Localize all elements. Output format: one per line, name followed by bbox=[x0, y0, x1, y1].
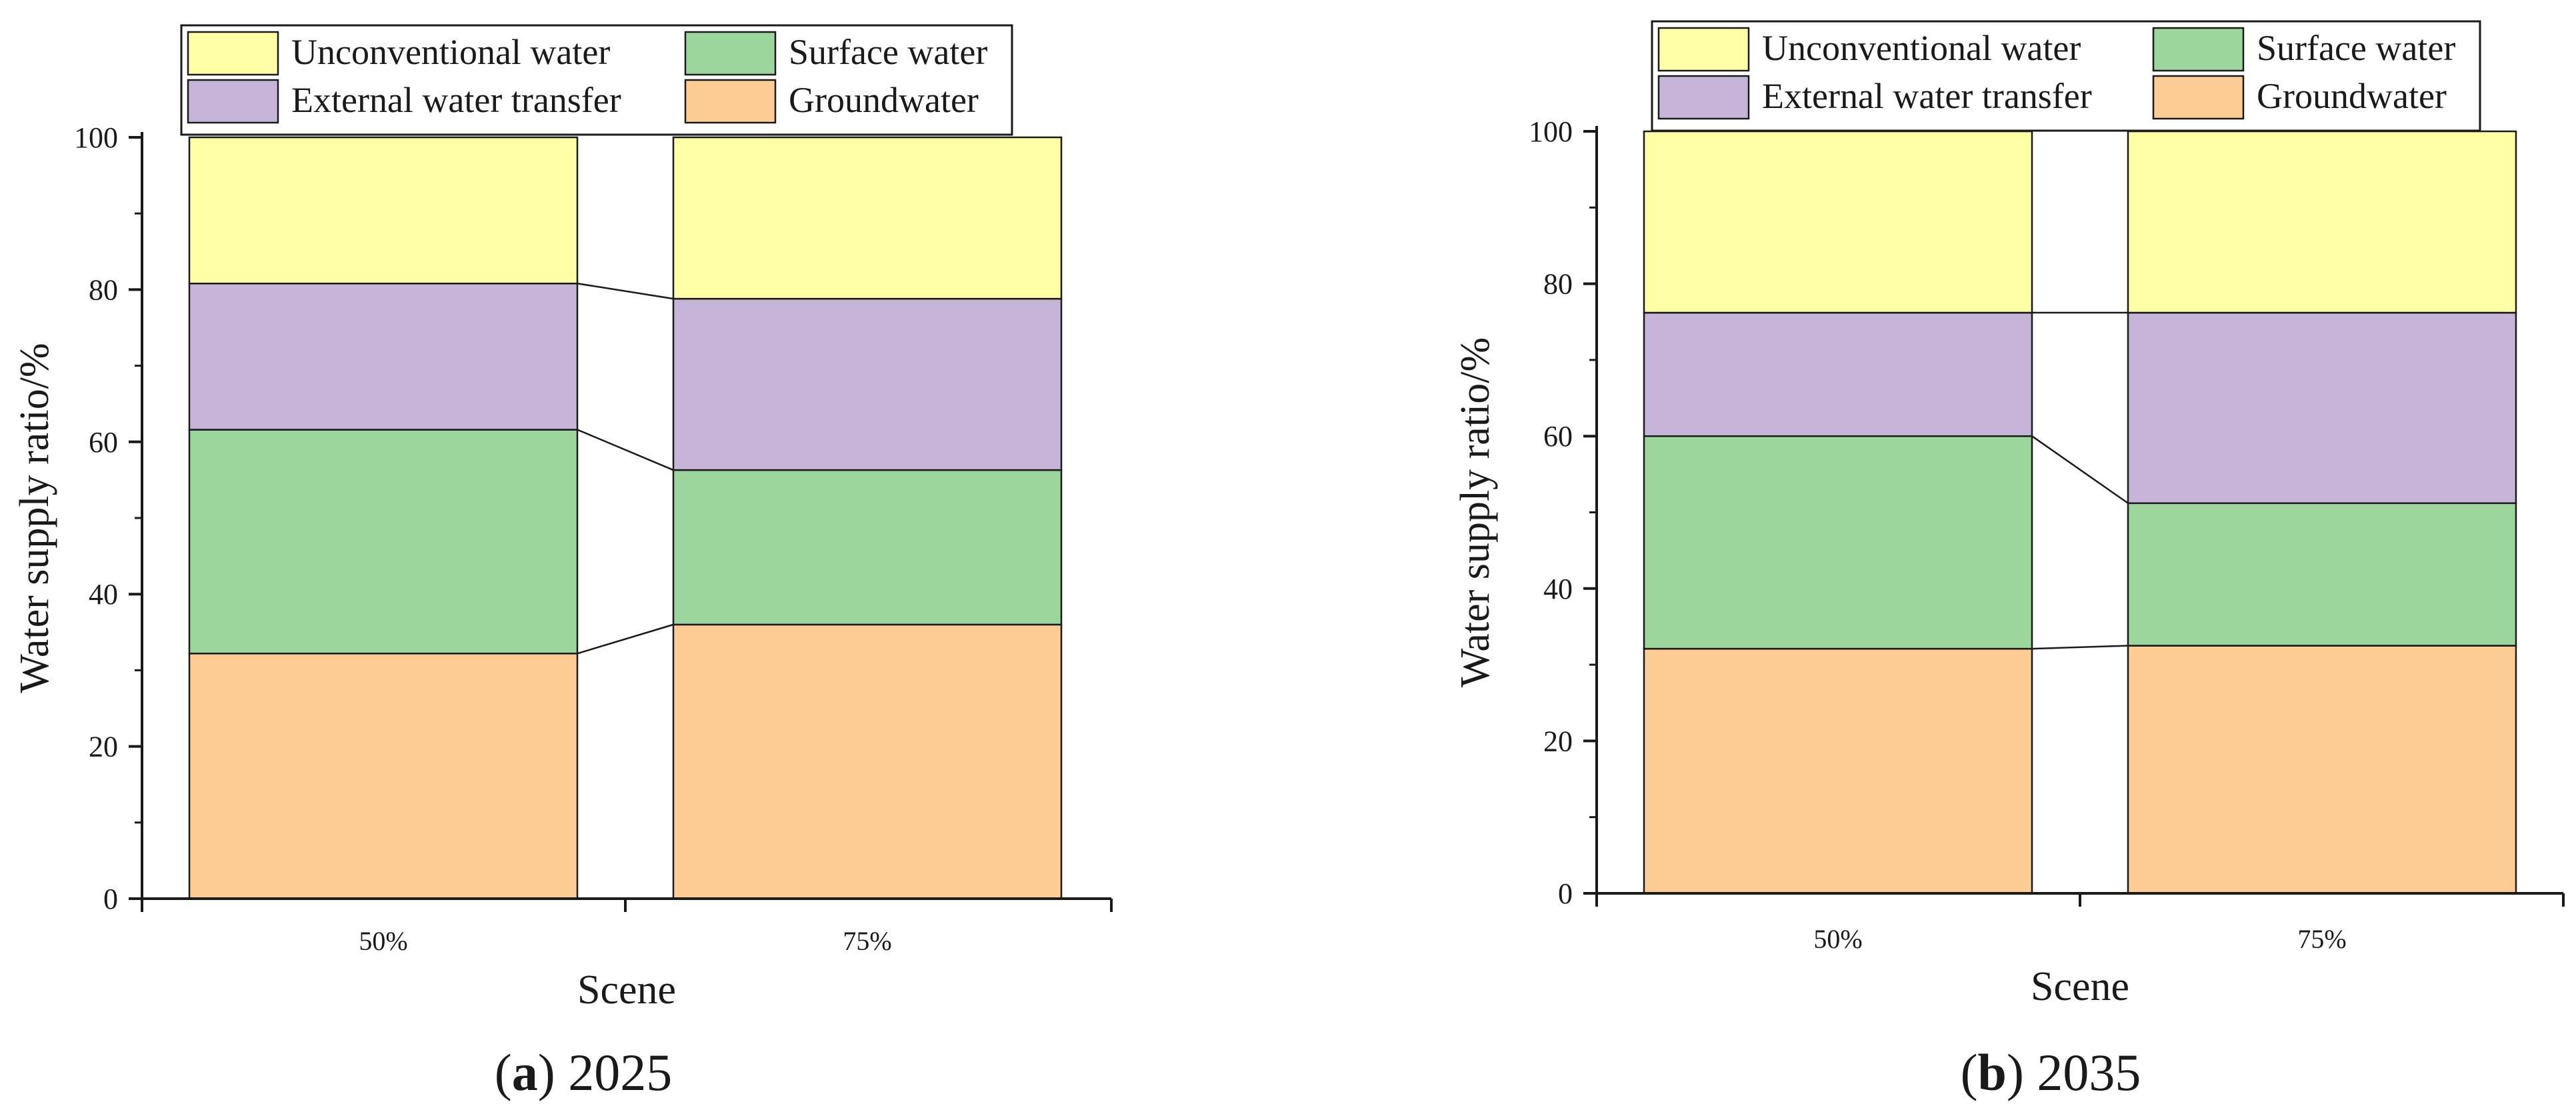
y-tick-label: 80 bbox=[1543, 268, 1573, 301]
panel-2035: Unconventional water Surface water Externa… bbox=[1453, 20, 2565, 1101]
y-tick-label: 100 bbox=[74, 121, 118, 154]
legend-frame bbox=[1651, 20, 2481, 132]
y-tick-label: 40 bbox=[1543, 573, 1573, 605]
x-tick-label: 75% bbox=[2297, 924, 2346, 954]
y-tick-label: 0 bbox=[103, 883, 118, 915]
legend: Unconventional water Surface water Externa… bbox=[1651, 20, 2481, 132]
y-tick-label: 100 bbox=[1529, 115, 1573, 148]
x-tick-label: 50% bbox=[1813, 924, 1862, 954]
bar-segment bbox=[672, 469, 1063, 626]
y-axis-title: Water supply ratio/% bbox=[12, 343, 57, 693]
caption-year: 2025 bbox=[568, 1043, 672, 1101]
legend-label: External water transfer bbox=[291, 80, 621, 120]
connector-line bbox=[577, 429, 674, 471]
legend-label: External water transfer bbox=[1762, 76, 2092, 116]
bar-segment bbox=[188, 653, 579, 900]
bar-segment bbox=[188, 283, 579, 431]
legend-label: Groundwater bbox=[2257, 76, 2447, 116]
legend-label: Surface water bbox=[2257, 28, 2455, 68]
bar-segment bbox=[672, 136, 1063, 300]
bar-segment bbox=[672, 623, 1063, 900]
legend-swatch bbox=[187, 79, 279, 124]
caption-year: 2035 bbox=[2037, 1043, 2141, 1101]
bar-segment bbox=[188, 136, 579, 285]
bar-segment bbox=[1643, 435, 2033, 650]
bar-segment bbox=[2127, 645, 2517, 895]
x-tick-label: 75% bbox=[843, 926, 891, 956]
y-tick-label: 20 bbox=[1543, 725, 1573, 757]
caption: (a) 2025 bbox=[495, 1043, 672, 1101]
legend-swatch bbox=[684, 79, 777, 124]
legend-swatch bbox=[187, 31, 279, 76]
legend-frame bbox=[180, 24, 1013, 136]
bar-segment bbox=[2127, 130, 2517, 314]
legend: Unconventional water Surface water Externa… bbox=[180, 24, 1013, 136]
y-tick-label: 60 bbox=[1543, 420, 1573, 453]
x-axis-title: Scene bbox=[577, 967, 676, 1013]
bar-segment bbox=[1643, 130, 2033, 314]
legend-swatch bbox=[684, 31, 777, 76]
legend-swatch bbox=[1657, 27, 1750, 72]
legend-swatch bbox=[2152, 75, 2245, 120]
connector-line bbox=[2031, 435, 2129, 504]
bar-segment bbox=[2127, 502, 2517, 647]
legend-label: Unconventional water bbox=[291, 32, 610, 72]
y-tick-label: 20 bbox=[89, 731, 118, 763]
caption: (b) 2035 bbox=[1961, 1043, 2141, 1101]
x-tick-label: 50% bbox=[359, 926, 407, 956]
legend-label: Groundwater bbox=[789, 80, 979, 120]
caption-letter: b bbox=[1978, 1043, 2007, 1101]
legend-label: Unconventional water bbox=[1762, 28, 2081, 68]
y-tick-label: 40 bbox=[89, 578, 118, 611]
y-tick-label: 80 bbox=[89, 273, 118, 306]
connector-line bbox=[577, 623, 674, 655]
connector-line bbox=[2031, 645, 2129, 650]
panel-2025: Unconventional water Surface water Externa… bbox=[12, 24, 1113, 1101]
connector-line bbox=[577, 283, 674, 300]
legend-swatch bbox=[2152, 27, 2245, 72]
bar-segment bbox=[1643, 647, 2033, 895]
bar-segment bbox=[2127, 311, 2517, 505]
x-axis-title: Scene bbox=[2031, 964, 2129, 1009]
y-axis-title: Water supply ratio/% bbox=[1453, 337, 1498, 687]
bar-segment bbox=[1643, 311, 2033, 437]
legend-label: Surface water bbox=[789, 32, 987, 72]
bar-segment bbox=[188, 429, 579, 655]
y-tick-label: 60 bbox=[89, 426, 118, 459]
caption-letter: a bbox=[512, 1043, 538, 1101]
legend-swatch bbox=[1657, 75, 1750, 120]
y-tick-label: 0 bbox=[1558, 877, 1573, 910]
bar-segment bbox=[672, 297, 1063, 471]
